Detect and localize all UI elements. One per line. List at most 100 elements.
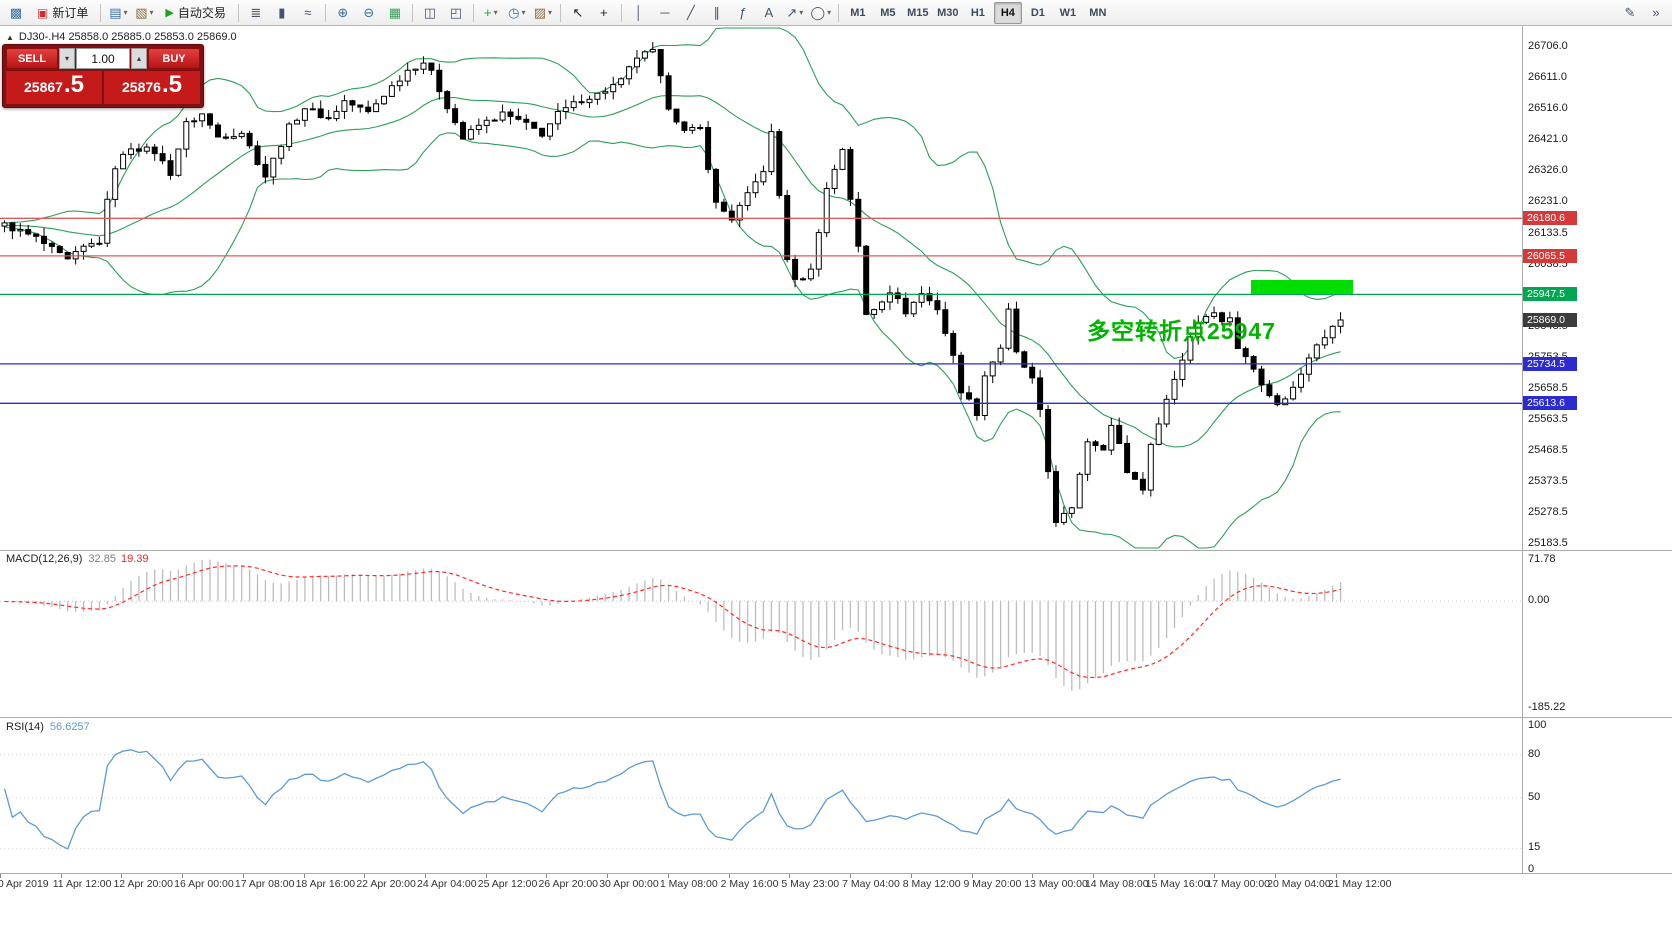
time-axis-label: 2 May 16:00: [720, 878, 779, 890]
cursor-icon[interactable]: ↖: [572, 5, 584, 20]
arrow-icon[interactable]: ↗ ▾: [786, 5, 804, 20]
pane-separator[interactable]: [0, 873, 1672, 874]
volume-input[interactable]: 1.00: [76, 48, 130, 69]
zoom-out-icon[interactable]: ⊖: [363, 5, 375, 20]
vertical-line-icon[interactable]: │: [634, 5, 643, 20]
timeframe-button-H4[interactable]: H4: [993, 1, 1022, 24]
buy-price[interactable]: 25876.5: [104, 71, 200, 104]
price-axis-label: 25183.5: [1528, 536, 1568, 549]
bollinger-lower-band: [4, 132, 1341, 549]
new-order-button[interactable]: ▣ 新订单: [30, 2, 95, 24]
tile-windows-icon[interactable]: ▦: [388, 5, 401, 20]
pane-separator[interactable]: [0, 717, 1672, 718]
pane-separator[interactable]: [0, 550, 1672, 551]
buy-price-main: 25876: [122, 79, 161, 95]
toolbar-separator: [237, 3, 239, 22]
highlight-rectangle[interactable]: [1251, 280, 1353, 294]
time-axis-label: 30 Apr 00:00: [599, 878, 659, 890]
time-axis-label: 26 Apr 20:00: [538, 878, 599, 890]
price-axis-label: 26133.5: [1528, 226, 1568, 239]
time-axis-label: 7 May 04:00: [842, 878, 900, 890]
shapes-icon[interactable]: ◯ ▾: [810, 5, 832, 20]
volume-up-button[interactable]: ▴: [131, 48, 147, 69]
toolbar-overflow-icon[interactable]: »: [1652, 5, 1660, 20]
charts-icon[interactable]: ▤ ▾: [109, 5, 128, 20]
toolbar-separator: [620, 3, 622, 22]
timeframe-button-MN[interactable]: MN: [1089, 6, 1107, 19]
timeframe-button-H1[interactable]: H1: [970, 6, 985, 19]
channel-icon[interactable]: ∥: [713, 5, 721, 20]
time-axis-tick: [182, 874, 184, 878]
rsi-axis-label: 0: [1528, 863, 1535, 874]
bar-chart-icon[interactable]: ≣: [250, 5, 262, 20]
time-axis-tick: [1153, 874, 1155, 878]
time-axis-label: 25 Apr 12:00: [477, 878, 538, 890]
zoom-in-icon[interactable]: ⊕: [337, 5, 349, 20]
indicators-icon[interactable]: + ▾: [484, 5, 498, 20]
timeframe-button-M30[interactable]: M30: [937, 6, 959, 19]
crosshair-icon[interactable]: +: [600, 5, 608, 20]
price-axis-label: 26326.0: [1528, 163, 1568, 176]
time-axis-tick: [667, 874, 669, 878]
time-axis-label: 10 Apr 2019: [0, 878, 49, 890]
timeframe-button-M15[interactable]: M15: [907, 6, 929, 19]
window-bottom-area: [0, 893, 1672, 949]
fibonacci-icon[interactable]: ƒ: [739, 5, 747, 20]
symbol-ohlc-header: ▲ DJ30-.H4 25858.0 25885.0 25853.0 25869…: [6, 31, 237, 43]
profiles-icon[interactable]: ▧ ▾: [135, 5, 154, 20]
time-axis-tick: [485, 874, 487, 878]
timeframe-button-M5[interactable]: M5: [880, 6, 896, 19]
macd-signal-line: [4, 565, 1341, 679]
horizontal-line-icon[interactable]: ─: [660, 5, 670, 20]
sell-button[interactable]: SELL: [6, 48, 58, 69]
price-level-tag: 25734.5: [1523, 356, 1577, 371]
expand-panel-icon[interactable]: ▲: [6, 32, 14, 42]
time-axis-tick: [1032, 874, 1034, 878]
price-chart[interactable]: [0, 26, 1522, 874]
price-axis-label: 26231.0: [1528, 194, 1568, 207]
toolbar-separator: [411, 3, 413, 22]
time-axis-tick: [728, 874, 730, 878]
autotrading-button[interactable]: ▶ 自动交易: [158, 2, 232, 24]
timeframe-button-W1[interactable]: W1: [1059, 6, 1077, 19]
buy-button[interactable]: BUY: [148, 48, 200, 69]
sell-price[interactable]: 25867.5: [6, 71, 102, 104]
edit-icon[interactable]: ✎: [1624, 5, 1636, 20]
new-chart-icon[interactable]: ▩: [9, 5, 23, 20]
timeframe-button-M1[interactable]: M1: [850, 6, 866, 19]
macd-label: MACD(12,26,9) 32.85 19.39: [6, 553, 148, 565]
trendline-icon[interactable]: ╱: [686, 5, 695, 20]
macd-histogram: [3, 559, 1342, 691]
time-axis-tick: [971, 874, 973, 878]
new-order-label: 新订单: [52, 6, 89, 20]
navigator-icon[interactable]: ◫: [423, 5, 436, 20]
price-level-tag: 26065.5: [1523, 248, 1577, 263]
rsi-axis-label: 15: [1528, 841, 1541, 854]
sell-price-main: 25867: [24, 79, 63, 95]
time-axis-tick: [1092, 874, 1094, 878]
chart-annotation-text[interactable]: 多空转折点25947: [1087, 318, 1276, 344]
rsi-axis-label: 100: [1528, 719, 1547, 731]
price-level-tag: 26180.6: [1523, 211, 1577, 226]
time-axis-label: 12 Apr 20:00: [113, 878, 173, 890]
volume-down-button[interactable]: ▾: [59, 48, 75, 69]
time-axis-tick: [850, 874, 852, 878]
terminal-icon[interactable]: ◰: [449, 5, 462, 20]
periods-icon[interactable]: ◷ ▾: [508, 5, 526, 20]
time-axis-label: 24 Apr 04:00: [417, 878, 477, 890]
price-axis: 26706.0 26611.0 26516.0 26421.0 26326.0 26231…: [1523, 26, 1672, 874]
toolbar: ▩ ▣ 新订单 ▤ ▾ ▧ ▾ ▶ 自动交易 ≣ ▮ ≈ ⊕ ⊖ ▦ ◫ ◰ + ▾ ◷ ▾ ▨ ▾ ↖ + │ ─ ╱ ∥ ƒ A ↗ ▾ ◯ ▾…: [0, 0, 1672, 26]
sell-price-frac: .5: [63, 71, 84, 98]
symbol-ohlc-text: DJ30-.H4 25858.0 25885.0 25853.0 25869.0: [18, 31, 237, 43]
text-label-icon[interactable]: A: [764, 5, 774, 20]
templates-icon[interactable]: ▨ ▾: [533, 5, 552, 20]
time-axis-tick: [425, 874, 427, 878]
time-axis-label: 11 Apr 12:00: [52, 878, 112, 890]
timeframe-button-D1[interactable]: D1: [1030, 6, 1045, 19]
line-chart-icon[interactable]: ≈: [304, 5, 312, 20]
time-axis-label: 14 May 08:00: [1084, 878, 1149, 890]
candlestick-icon[interactable]: ▮: [278, 5, 286, 20]
time-axis-label: 9 May 20:00: [963, 878, 1022, 890]
rsi-axis-label: 80: [1528, 747, 1541, 760]
